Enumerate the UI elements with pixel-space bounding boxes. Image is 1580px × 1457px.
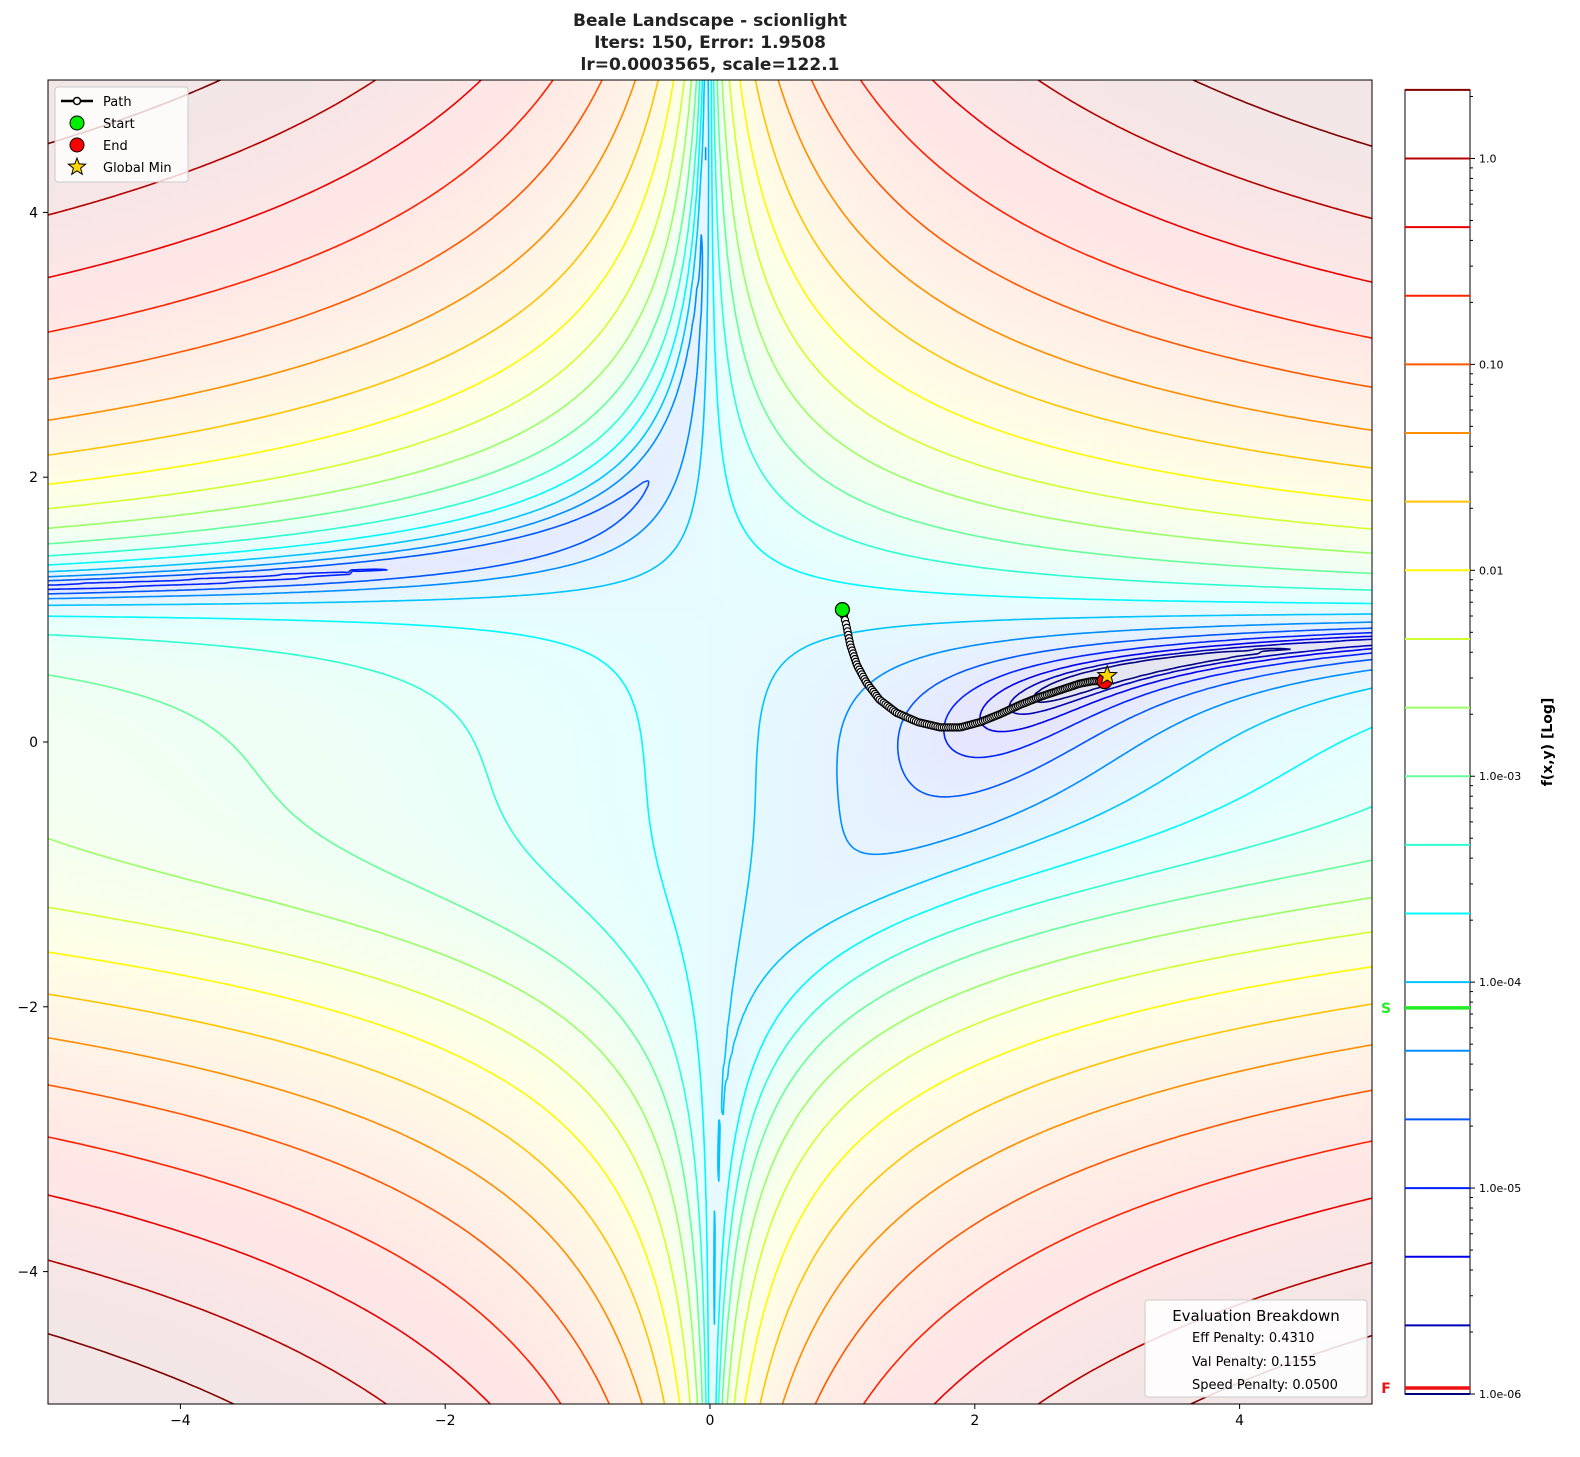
legend-path-marker: [72, 96, 82, 106]
y-tick-label: −2: [17, 1000, 38, 1016]
contour-line: [48, 80, 1372, 1404]
y-tick-label: 0: [29, 735, 38, 751]
colorbar-marker-label: S: [1381, 1001, 1391, 1017]
contour-line: [48, 80, 1372, 1404]
colorbar-tick-label: 1.0e-03: [1479, 770, 1521, 783]
legend-star-marker: [67, 156, 87, 176]
contour-line: [48, 80, 1372, 1404]
start-marker: [834, 601, 851, 618]
contour-line: [48, 80, 1372, 1404]
colorbar-tick-label: 1.0e-04: [1479, 976, 1521, 989]
colorbar-tick-label: 1.0e-06: [1479, 1388, 1521, 1401]
evaluation-box-frame: [1144, 1299, 1368, 1398]
contour-line: [48, 80, 1372, 1404]
val-penalty: Val Penalty: 0.1155: [1192, 1355, 1317, 1370]
legend-start-marker: [69, 115, 85, 131]
contour-line: [979, 635, 1372, 733]
x-tick-label: 2: [970, 1413, 979, 1429]
colorbar-tick-label: 1.0e-05: [1479, 1182, 1521, 1195]
colorbar-label: f(x,y) [Log]: [1540, 698, 1556, 787]
contour-line: [48, 80, 1372, 1404]
colorbar-tick-label: 0.10: [1479, 358, 1504, 371]
y-tick-label: −4: [17, 1265, 38, 1281]
eff-penalty: Eff Penalty: 0.4310: [1192, 1331, 1314, 1346]
title-line-3: lr=0.0003565, scale=122.1: [581, 55, 840, 75]
contour-fill: [48, 80, 1372, 1404]
contour-lines: [48, 80, 1372, 1404]
global-min-star: [1096, 664, 1119, 686]
evaluation-box: Evaluation Breakdown Eff Penalty: 0.4310…: [1144, 1299, 1368, 1398]
colorbar-tick-label: 1.0: [1479, 152, 1497, 165]
legend-label-start: Start: [103, 117, 135, 132]
contour-line: [48, 479, 1372, 798]
title-line-2: Iters: 150, Error: 1.9508: [594, 33, 826, 53]
colorbar-tick-label: 0.01: [1479, 564, 1504, 577]
plot-frame: [47, 79, 1373, 1405]
x-tick-label: −4: [170, 1413, 191, 1429]
x-tick-label: 0: [706, 1413, 715, 1429]
legend: Path Start End Global Min: [54, 86, 189, 183]
x-tick-label: 4: [1235, 1413, 1244, 1429]
x-tick-label: −2: [435, 1413, 456, 1429]
path-line: [841, 609, 1105, 729]
legend-label-global-min: Global Min: [103, 161, 172, 176]
colorbar-marker-label: F: [1381, 1381, 1391, 1397]
legend-end-marker: [69, 137, 85, 153]
contour-line: [48, 80, 1372, 1404]
contour-line: [48, 80, 1372, 1404]
evaluation-title: Evaluation Breakdown: [1172, 1307, 1340, 1325]
legend-box: [54, 86, 189, 183]
contour-line: [48, 147, 1372, 856]
contour-line: [48, 80, 1372, 1404]
speed-penalty: Speed Penalty: 0.0500: [1192, 1378, 1338, 1393]
contour-line: [48, 568, 1372, 759]
legend-label-path: Path: [103, 95, 132, 110]
title-line-1: Beale Landscape - scionlight: [573, 11, 847, 31]
contour-line: [48, 80, 1372, 1404]
y-tick-label: 2: [29, 470, 38, 486]
y-tick-label: 4: [29, 205, 38, 221]
contour-line: [48, 80, 1372, 1404]
optimizer-path: [834, 601, 1119, 732]
colorbar-frame: [1404, 89, 1471, 1395]
contour-line: [48, 80, 1372, 1404]
contour-line: [48, 80, 1372, 1325]
contour-line: [48, 80, 1372, 1404]
legend-label-end: End: [103, 139, 128, 154]
colorbar: f(x,y) [Log] 1.0 0.10 0.01 1.0e-03 1.0e-04 1.…: [1381, 88, 1556, 1401]
axes: −4 −2 0 2 4 −4 −2 0 2 4: [17, 205, 1244, 1429]
chart-title: Beale Landscape - scionlight Iters: 150,…: [573, 11, 847, 75]
